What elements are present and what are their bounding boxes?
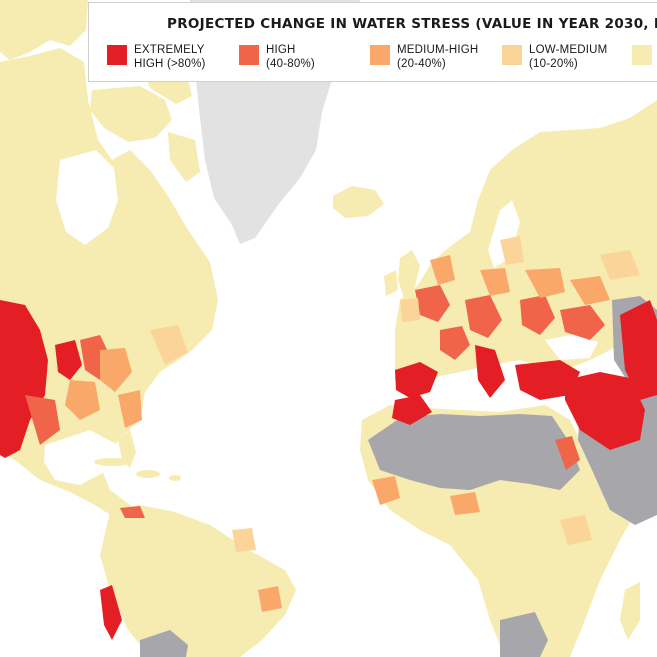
map-legend: PROJECTED CHANGE IN WATER STRESS (VALUE … [88, 2, 657, 82]
baltic-sea [488, 200, 520, 268]
legend-label-high: HIGH (40-80%) [266, 43, 315, 71]
south-america [100, 505, 296, 657]
legend-swatch-low-medium [502, 45, 522, 65]
legend-title: PROJECTED CHANGE IN WATER STRESS (VALUE … [167, 16, 657, 32]
caribbean-islands [94, 458, 181, 481]
legend-swatch-extremely-high [107, 45, 127, 65]
legend-label-line1: EXTREMELY [134, 44, 205, 56]
british-isles [398, 250, 420, 298]
legend-label-line2: (20-40%) [397, 58, 446, 70]
legend-swatch-high [239, 45, 259, 65]
stress-medium-high [65, 255, 610, 612]
legend-label-medium-high: MEDIUM-HIGH (20-40%) [397, 43, 478, 71]
florida [118, 430, 136, 468]
legend-label-extremely-high: EXTREMELY HIGH (>80%) [134, 43, 206, 71]
stress-extremely-high [0, 300, 657, 640]
gulf-of-mexico [44, 430, 118, 485]
stress-high [25, 285, 605, 518]
legend-label-line2: (40-80%) [266, 58, 315, 70]
legend-swatch-medium-high [370, 45, 390, 65]
arctic-islands [0, 0, 200, 182]
legend-swatch-low [632, 45, 652, 65]
black-sea [545, 334, 598, 360]
iceland [333, 186, 384, 218]
ireland [384, 270, 398, 296]
hudson-bay [56, 150, 118, 245]
legend-label-low-medium: LOW-MEDIUM (10-20%) [529, 43, 607, 71]
legend-label-line1: LOW-MEDIUM [529, 44, 608, 56]
legend-label-line2: HIGH (>80%) [134, 58, 206, 70]
legend-label-line1: HIGH [266, 44, 296, 56]
madagascar [620, 582, 640, 640]
sahara-arid [368, 414, 580, 490]
stress-low-medium [150, 236, 640, 552]
legend-label-line2: (10-20%) [529, 58, 578, 70]
legend-label-line1: MEDIUM-HIGH [397, 44, 479, 56]
